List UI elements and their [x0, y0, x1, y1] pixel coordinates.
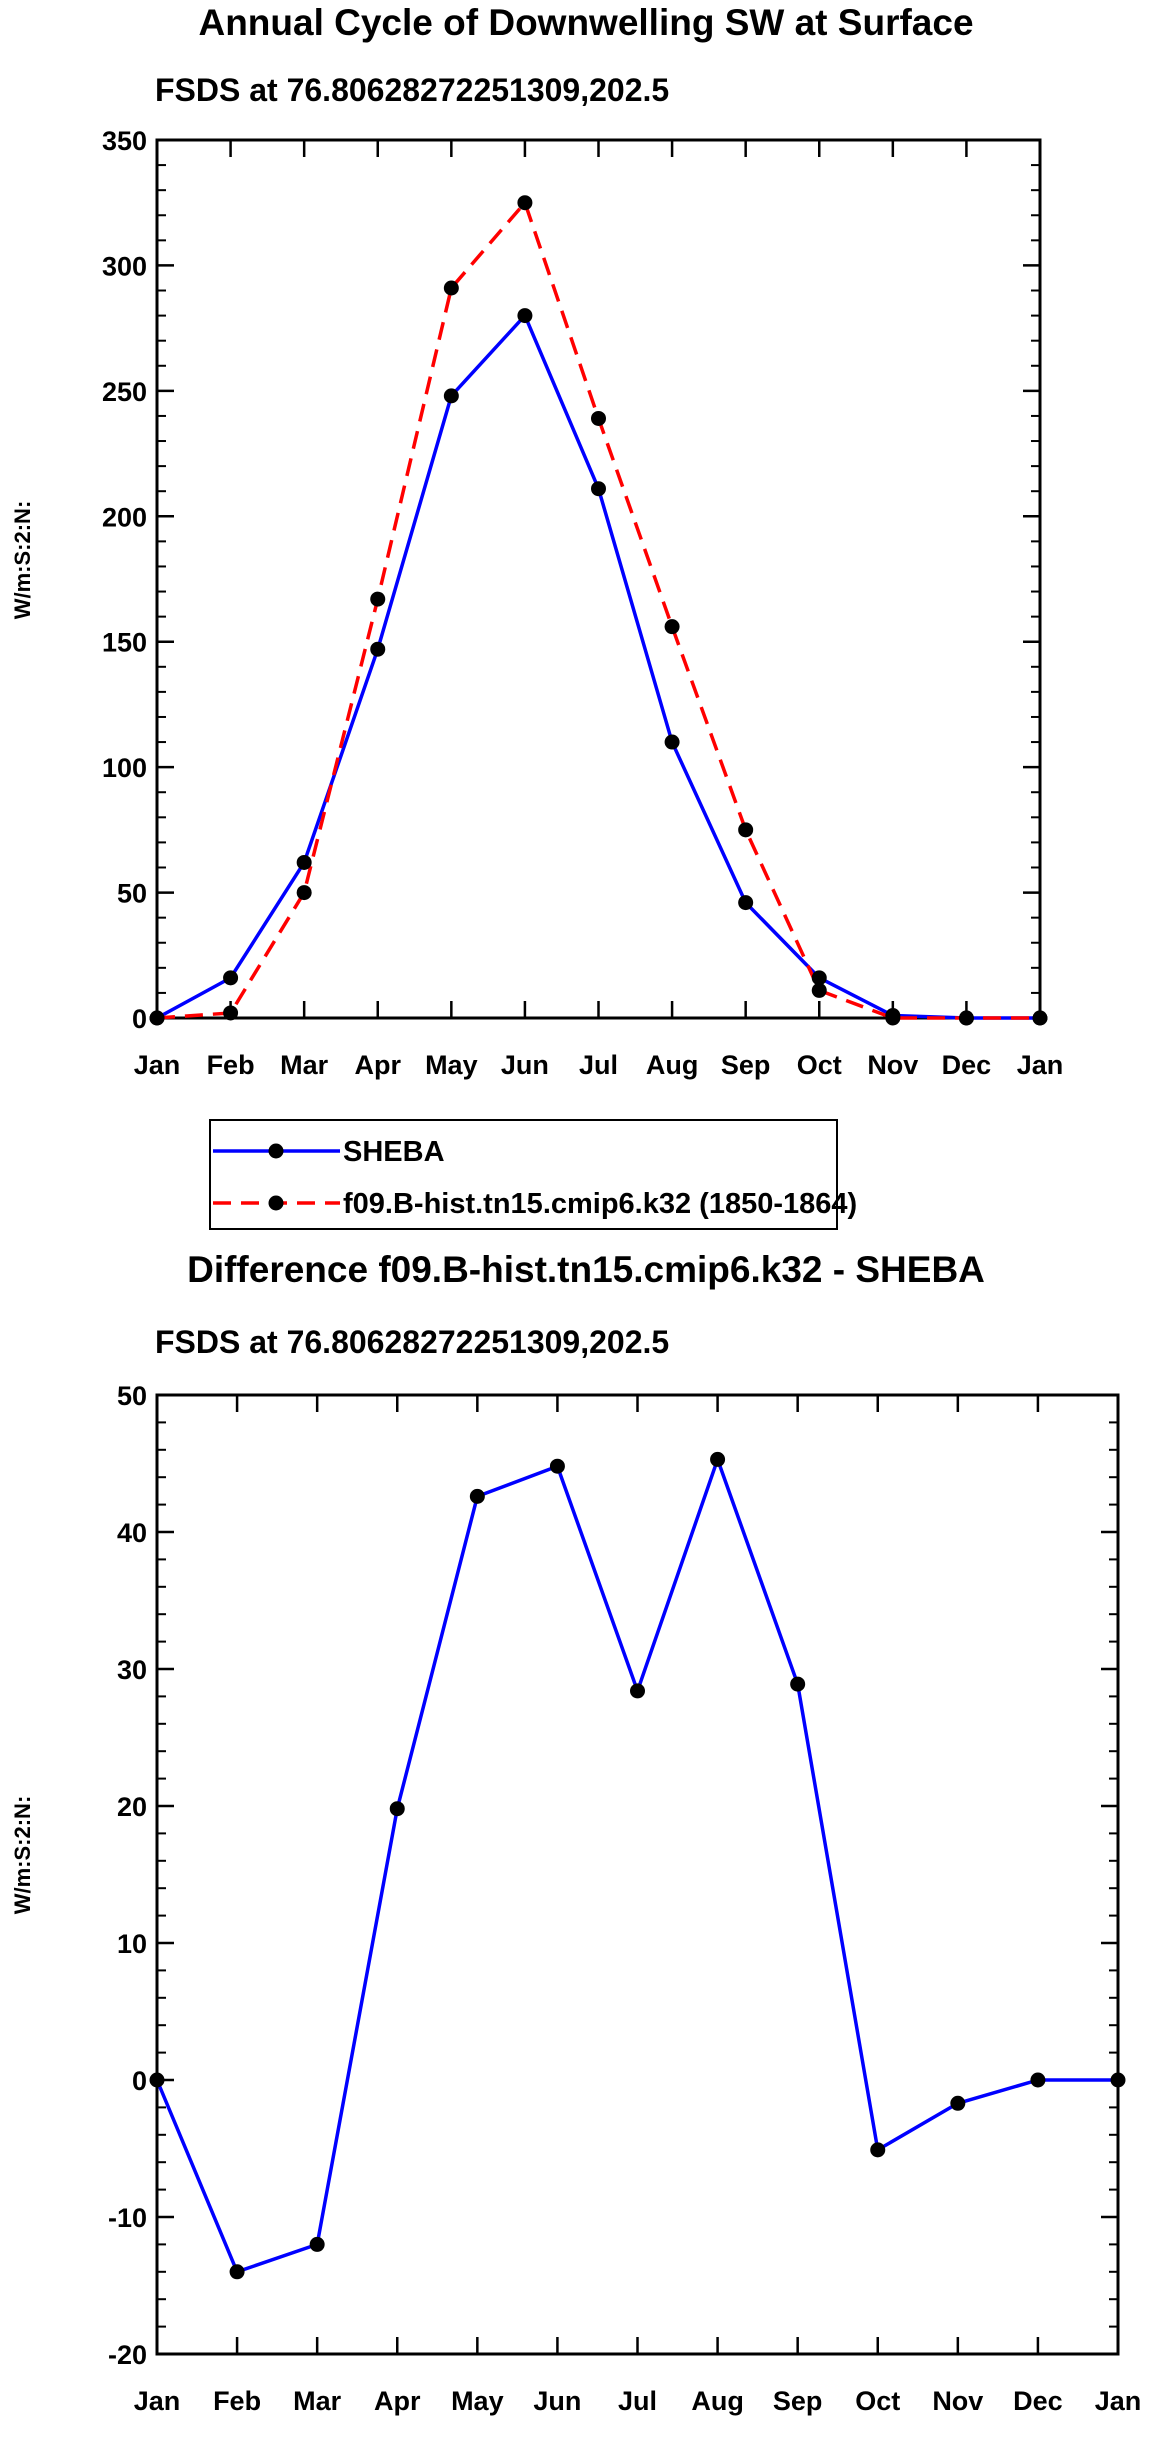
chart2-xtick-label: Jan	[1095, 2386, 1142, 2416]
chart2-series-1-point	[630, 1683, 645, 1699]
chart2-series-1-point	[149, 2072, 165, 2088]
chart1-xtick-label: Jan	[134, 1050, 181, 1080]
chart1-xtick-label: Aug	[646, 1050, 698, 1080]
chart2-series-1-point	[1110, 2072, 1126, 2088]
chart2-xtick-label: Sep	[773, 2386, 823, 2416]
chart1-series-line-2	[156, 200, 1040, 1020]
chart1-series-2-point	[149, 1010, 165, 1026]
chart2-ytick-label: 40	[117, 1518, 147, 1548]
chart1-ytick-label: 0	[132, 1004, 147, 1034]
chart1-series-2-point	[664, 619, 680, 635]
legend-label-model: f09.B-hist.tn15.cmip6.k32 (1850-1864)	[343, 1188, 857, 1220]
chart1-series-2-point	[223, 1005, 239, 1021]
chart2-subtitle: FSDS at 76.80628272251309,202.5	[155, 1324, 669, 1360]
chart1-xtick-label: Oct	[797, 1050, 842, 1080]
chart1-series-2-point	[370, 591, 386, 607]
chart1-xtick-label: Mar	[280, 1050, 329, 1080]
chart2-ytick-label: 50	[117, 1381, 147, 1411]
chart2-xtick-label: Dec	[1013, 2386, 1063, 2416]
top-chart: Annual Cycle of Downwelling SW at Surfac…	[10, 2, 1063, 1080]
chart1-series-2-point	[591, 410, 606, 426]
chart2-xtick-label: Nov	[932, 2386, 983, 2416]
chart1-series-1-point	[591, 481, 606, 497]
chart1-series-2-point	[958, 1010, 974, 1026]
legend-marker-model	[268, 1195, 284, 1211]
chart2-series-1-point	[870, 2142, 886, 2158]
chart1-series-1-point	[296, 854, 312, 870]
chart1-ytick-label: 350	[102, 126, 147, 156]
chart2-ytick-label: -10	[108, 2203, 147, 2233]
chart1-subtitle: FSDS at 76.80628272251309,202.5	[155, 72, 669, 108]
chart1-ytick-label: 100	[102, 753, 147, 783]
chart1-xtick-label: Nov	[867, 1050, 918, 1080]
chart2-ylabel: W/m:S:2:N:	[10, 1796, 35, 1915]
chart1-ytick-label: 150	[102, 628, 147, 658]
chart2-series-1-point	[469, 1488, 485, 1504]
chart1-series-1-point	[223, 970, 239, 986]
chart1-series-2-point	[811, 982, 827, 998]
chart2-series-1-point	[710, 1451, 726, 1467]
legend-box	[209, 1119, 838, 1230]
chart2-series-line-1	[155, 1457, 1118, 2274]
chart1-series-1-point	[443, 388, 459, 404]
legend-label-sheba: SHEBA	[343, 1136, 445, 1168]
chart2-series-1-point	[549, 1458, 565, 1474]
chart1-series-1-point	[517, 308, 533, 324]
chart1-ytick-label: 250	[102, 377, 147, 407]
chart1-series-2-point	[296, 885, 312, 901]
chart2-ytick-label: 20	[117, 1792, 147, 1822]
chart2-xtick-label: Jul	[618, 2386, 657, 2416]
chart1-xtick-label: Feb	[207, 1050, 255, 1080]
chart2-ytick-label: 30	[117, 1655, 147, 1685]
chart2-ytick-label: 10	[117, 1929, 147, 1959]
legend: SHEBA f09.B-hist.tn15.cmip6.k32 (1850-18…	[209, 1119, 857, 1230]
chart2-xtick-label: May	[451, 2386, 504, 2416]
chart2-series-1-point	[950, 2095, 966, 2111]
chart2-ytick-label: -20	[108, 2340, 147, 2370]
chart1-xtick-label: May	[425, 1050, 478, 1080]
chart1-xtick-label: Jun	[501, 1050, 549, 1080]
chart1-xtick-label: Dec	[942, 1050, 992, 1080]
chart1-series-2-point	[885, 1010, 901, 1026]
chart1-xtick-label: Apr	[355, 1050, 402, 1080]
chart1-series-1-point	[370, 641, 386, 657]
bottom-chart: Difference f09.B-hist.tn15.cmip6.k32 - S…	[10, 1249, 1141, 2416]
chart2-plot-frame	[155, 1393, 1120, 2356]
chart1-ytick-label: 50	[117, 879, 147, 909]
chart1-ytick-label: 300	[102, 251, 147, 281]
chart1-xtick-label: Sep	[721, 1050, 771, 1080]
chart1-series-2-point	[517, 195, 533, 211]
chart1-title: Annual Cycle of Downwelling SW at Surfac…	[198, 2, 973, 43]
chart2-ytick-label: 0	[132, 2066, 147, 2096]
chart2-series-1-point	[389, 1801, 405, 1817]
chart2-xtick-label: Feb	[213, 2386, 261, 2416]
chart2-series-1-point	[309, 2236, 325, 2252]
chart1-ylabel: W/m:S:2:N:	[10, 501, 35, 620]
chart1-series-2-point	[1032, 1010, 1048, 1026]
chart1-series-1-point	[738, 895, 754, 911]
chart2-xtick-label: Oct	[855, 2386, 900, 2416]
chart2-xtick-label: Jun	[533, 2386, 581, 2416]
chart2-series-1-point	[1030, 2072, 1046, 2088]
chart2-series-1-point	[790, 1676, 806, 1692]
chart1-xtick-label: Jul	[579, 1050, 618, 1080]
chart2-xtick-label: Apr	[374, 2386, 421, 2416]
chart1-series-1-point	[811, 970, 827, 986]
chart2-title: Difference f09.B-hist.tn15.cmip6.k32 - S…	[187, 1249, 985, 1290]
chart1-series-2-point	[443, 280, 459, 296]
chart1-series-2-point	[738, 822, 754, 838]
chart1-series-1-point	[664, 734, 680, 750]
chart2-xtick-label: Aug	[691, 2386, 743, 2416]
chart1-ytick-label: 200	[102, 502, 147, 532]
chart2-xtick-label: Jan	[134, 2386, 181, 2416]
chart2-series-1-point	[229, 2264, 245, 2280]
chart2-xtick-label: Mar	[293, 2386, 342, 2416]
chart1-xtick-label: Jan	[1017, 1050, 1064, 1080]
legend-marker-sheba	[268, 1143, 284, 1159]
